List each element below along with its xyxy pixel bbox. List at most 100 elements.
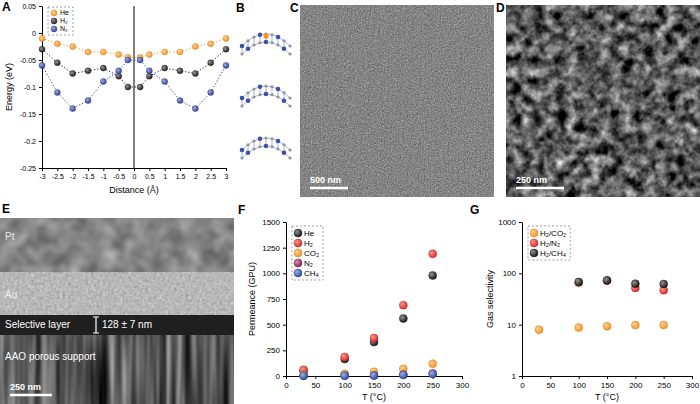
legend-label: N₂ [60, 25, 68, 32]
tick-label: -0.05 [20, 57, 36, 64]
tick-label: -0.25 [20, 165, 36, 172]
tick-mark [165, 168, 166, 171]
tick: -0.5 [113, 168, 125, 180]
image-panel: B [236, 1, 292, 160]
plot-area [39, 6, 229, 168]
atom [263, 33, 268, 38]
tick-label: 200 [629, 381, 643, 390]
tick-mark [195, 168, 196, 171]
atom [288, 156, 291, 159]
series-line [42, 60, 226, 109]
atom [258, 32, 263, 37]
atom [276, 139, 281, 144]
tick-mark [39, 168, 42, 169]
atom [288, 148, 291, 151]
tick: 300 [686, 376, 700, 390]
point [70, 71, 76, 77]
tick-mark [519, 222, 522, 223]
tick: 150 [601, 376, 615, 390]
atom [246, 98, 251, 103]
atom [276, 147, 279, 150]
tick-label: 1000 [262, 269, 280, 278]
point [603, 276, 611, 284]
point [39, 62, 45, 68]
panel-letter: D [496, 1, 505, 15]
tick-mark [39, 60, 42, 61]
micrograph [506, 5, 700, 197]
layer-label: AAO porous support [5, 351, 96, 362]
tick-label: 500 [267, 321, 281, 330]
tick-mark [519, 325, 522, 326]
xticks-axis: -3-2.5-2-1.5-1-0.500.511.522.53 [39, 168, 228, 180]
tick: 1250 [262, 244, 286, 253]
atom [288, 96, 291, 99]
scale-bar-label: 250 nm [516, 175, 547, 185]
series-line [42, 49, 226, 87]
atom [258, 145, 261, 148]
tick-label: 0.5 [145, 173, 155, 180]
tick: 300 [456, 376, 470, 390]
legend-swatch [51, 18, 57, 24]
atom [246, 39, 249, 42]
point [39, 35, 45, 41]
tick-label: 750 [267, 295, 281, 304]
image-panel: PtAuSelective layerAAO porous support128… [0, 202, 234, 404]
tick-label: -0.5 [113, 173, 125, 180]
point [300, 372, 308, 380]
tick-label: 10 [507, 321, 516, 330]
image-layer [0, 315, 234, 335]
yticks-axis: -0.25-0.2-0.15-0.1-0.0500.05 [20, 3, 42, 172]
point [631, 321, 639, 329]
tick: 1 [163, 168, 167, 180]
point [177, 49, 183, 55]
point [137, 57, 143, 63]
legend-swatch [294, 249, 302, 257]
tick-label: 1 [512, 372, 517, 381]
atom [270, 85, 273, 88]
panel-letter: C [290, 1, 299, 15]
atom [240, 96, 245, 101]
legend-label: H₂ [304, 239, 313, 248]
tick-mark [180, 168, 181, 171]
tick-mark [88, 168, 89, 171]
point [399, 371, 407, 379]
tick: 500 [267, 321, 286, 330]
y-axis-title: Gas selectivity [485, 269, 495, 328]
tick-label: 250 [657, 381, 671, 390]
point [370, 371, 378, 379]
point [146, 68, 152, 74]
legend-label: H₂ [60, 17, 68, 24]
legend: H₂/CO₂H₂/N₂H₂/CH₄ [528, 226, 570, 260]
tick-label: 0 [520, 381, 525, 390]
layer-label: Selective layer [5, 319, 71, 330]
tick: 1.5 [176, 168, 186, 180]
point [192, 106, 198, 112]
tick-label: 1.5 [176, 173, 186, 180]
atom [258, 93, 261, 96]
chart: 0501001502002503000250500750100012501500… [238, 203, 470, 402]
tick-label: 0.05 [22, 3, 36, 10]
legend-swatch [51, 10, 57, 16]
atom [270, 145, 273, 148]
tick-label: 1500 [262, 218, 280, 227]
atom [246, 46, 251, 51]
tick-mark [283, 273, 286, 274]
legend-swatch [294, 259, 302, 267]
point [146, 52, 152, 58]
scale-bar [516, 187, 564, 190]
legend-label: N₂ [304, 259, 313, 268]
tick-label: -0.2 [24, 138, 36, 145]
tick: 100 [503, 269, 522, 278]
point [603, 322, 611, 330]
point [399, 301, 407, 309]
atom [282, 150, 287, 155]
legend-label: H₂/N₂ [540, 239, 560, 248]
point [370, 371, 378, 379]
tick: 3 [225, 168, 229, 180]
tick: -0.25 [20, 165, 42, 172]
tick: 250 [657, 376, 671, 390]
scale-bar-label: 250 nm [10, 382, 41, 392]
tick-label: 250 [426, 381, 440, 390]
tick-label: 150 [601, 381, 615, 390]
tick-label: 300 [686, 381, 700, 390]
